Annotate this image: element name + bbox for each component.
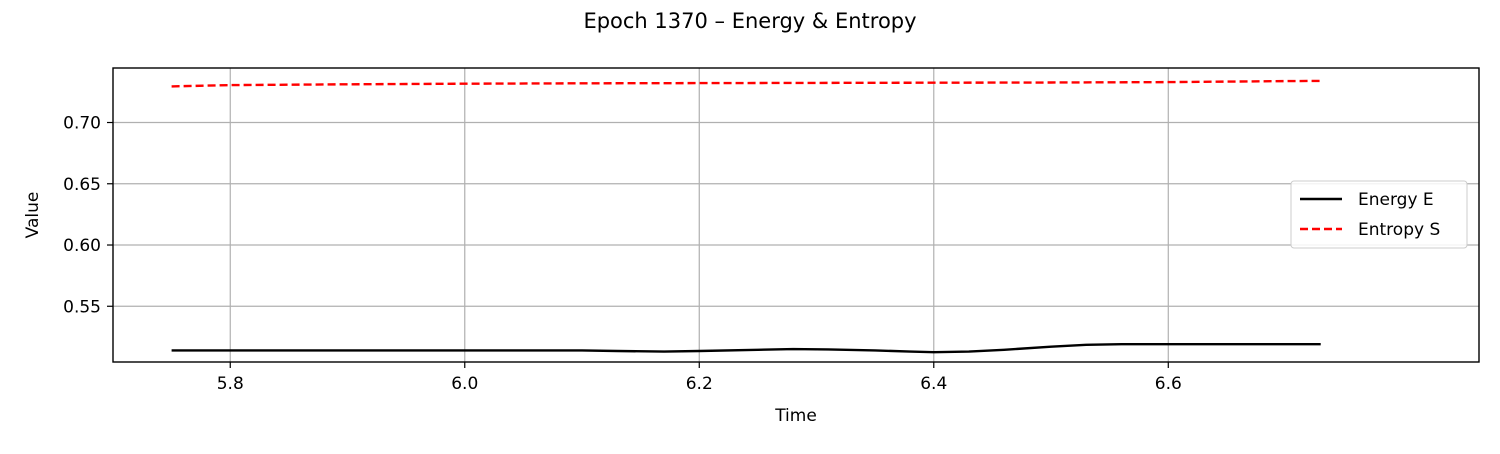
series-line-energy — [171, 343, 1321, 354]
series-line-entropy — [171, 79, 1321, 88]
y-axis-ticks: 0.55 0.60 0.65 0.70 — [63, 114, 113, 317]
grid — [113, 68, 1479, 362]
x-axis-ticks: 5.8 6.0 6.2 6.4 6.6 — [217, 362, 1182, 394]
x-tick-label: 5.8 — [217, 374, 244, 394]
plot-frame — [112, 67, 1480, 363]
x-tick-label: 6.6 — [1155, 374, 1182, 394]
y-axis-label: Value — [23, 192, 43, 239]
x-axis-label: Time — [774, 406, 817, 426]
x-tick-label: 6.2 — [686, 374, 713, 394]
legend-label-energy: Energy E — [1358, 190, 1434, 210]
legend-label-entropy: Entropy S — [1358, 220, 1440, 240]
y-tick-label: 0.65 — [63, 175, 101, 195]
legend: Energy E Entropy S — [1290, 180, 1468, 249]
plot-lines — [171, 79, 1321, 354]
x-tick-label: 6.0 — [451, 374, 478, 394]
y-tick-label: 0.70 — [63, 114, 101, 134]
y-tick-label: 0.55 — [63, 297, 101, 317]
chart-title: Epoch 1370 – Energy & Entropy — [583, 9, 916, 33]
x-tick-label: 6.4 — [920, 374, 947, 394]
y-tick-label: 0.60 — [63, 236, 101, 256]
legend-box — [1290, 180, 1468, 249]
